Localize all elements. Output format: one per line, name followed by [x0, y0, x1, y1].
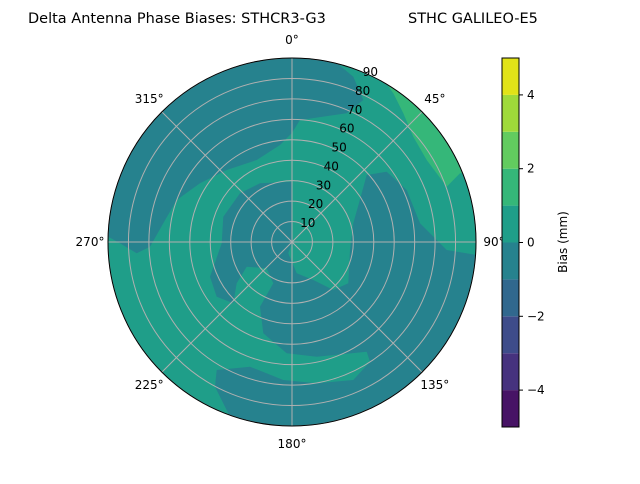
colorbar-band	[502, 168, 519, 206]
r-tick-label: 70	[347, 103, 362, 117]
r-tick-label: 20	[308, 197, 323, 211]
chart-title-left: Delta Antenna Phase Biases: STHCR3-G3	[28, 11, 326, 27]
r-tick-label: 50	[331, 141, 346, 155]
polar-frame	[107, 57, 477, 427]
colorbar-band	[502, 353, 519, 391]
theta-tick-label: 225°	[135, 378, 164, 392]
r-tick-label: 10	[300, 216, 315, 230]
theta-grid-line	[291, 241, 423, 373]
colorbar-band	[502, 279, 519, 317]
r-tick-labels: 10 20 30 40 50 60 70 80 90	[300, 65, 378, 230]
chart-title-right: STHC GALILEO-E5	[408, 11, 538, 27]
polar-grid	[107, 57, 477, 427]
r-tick-label: 60	[339, 122, 354, 136]
theta-grid-line	[161, 241, 293, 373]
colorbar-tick-label: −4	[527, 383, 545, 397]
colorbar-tick-label: 2	[527, 162, 535, 176]
colorbar-band	[502, 242, 519, 280]
theta-tick-label: 315°	[135, 92, 164, 106]
theta-tick-label: 45°	[424, 92, 445, 106]
colorbar-band	[502, 58, 519, 95]
theta-tick-label: 180°	[278, 437, 307, 451]
theta-tick-label: 0°	[285, 33, 299, 47]
r-tick-label: 40	[324, 159, 339, 173]
colorbar-label: Bias (mm)	[556, 211, 570, 273]
theta-grid-line	[161, 111, 293, 243]
colorbar-tick-label: −2	[527, 309, 545, 323]
colorbar-band	[502, 131, 519, 169]
r-tick-label: 90	[363, 65, 378, 79]
colorbar-tick-label: 4	[527, 88, 535, 102]
theta-tick-labels: 0° 45° 90° 135° 180° 225° 270° 315°	[76, 33, 505, 451]
colorbar-band	[502, 390, 519, 427]
theta-grid-line	[291, 111, 423, 243]
colorbar-ticks: −4 −2 0 2 4	[519, 88, 545, 397]
r-tick-label: 30	[316, 178, 331, 192]
colorbar-band	[502, 205, 519, 243]
r-tick-label: 80	[355, 84, 370, 98]
colorbar-band	[502, 316, 519, 354]
colorbar-band	[502, 94, 519, 132]
theta-tick-label: 90°	[483, 235, 504, 249]
colorbar	[502, 58, 519, 427]
colorbar-tick-label: 0	[527, 236, 535, 250]
theta-tick-label: 270°	[76, 235, 105, 249]
theta-tick-label: 135°	[420, 378, 449, 392]
